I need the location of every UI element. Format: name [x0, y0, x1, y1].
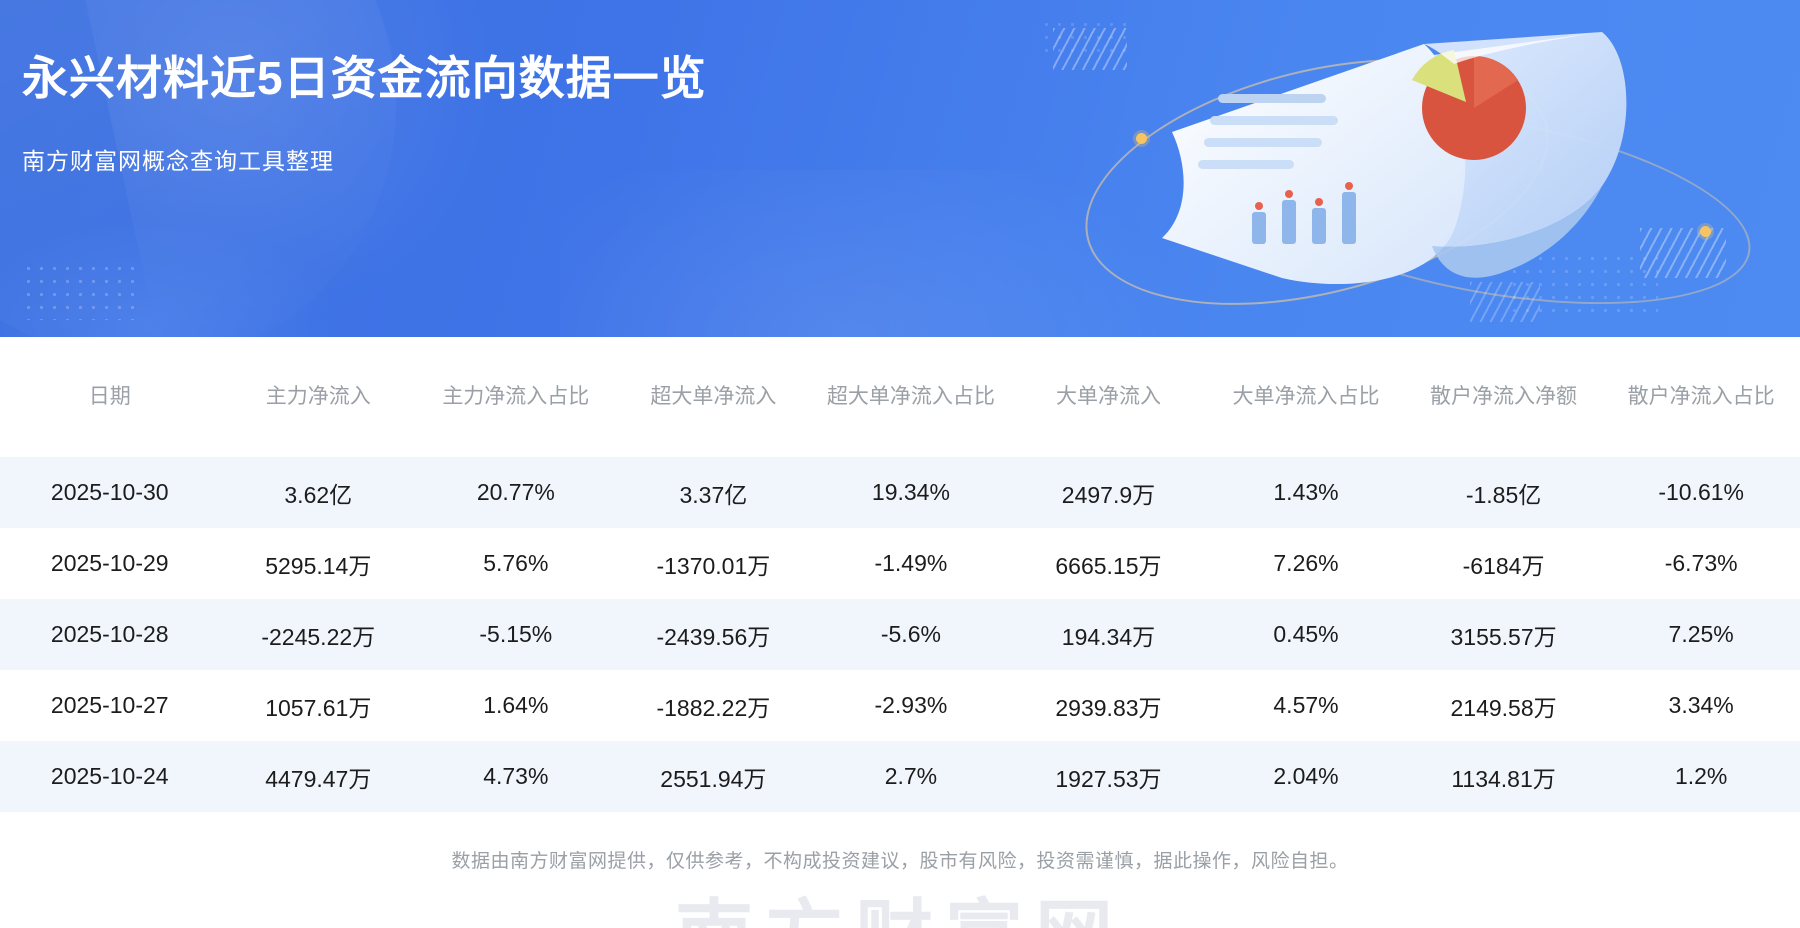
- disclaimer-note: 数据由南方财富网提供，仅供参考，不构成投资建议，股市有风险，投资需谨慎，据此操作…: [451, 851, 1349, 872]
- cell-large-net-inflow: 194.34万: [1009, 599, 1208, 670]
- table-header-row: 日期 主力净流入 主力净流入占比 超大单净流入 超大单净流入占比 大单净流入 大…: [0, 337, 1800, 457]
- column-header-retail-net-pct: 散户净流入占比: [1602, 337, 1800, 457]
- cell-main-net-inflow-pct: 5.76%: [417, 528, 615, 599]
- column-header-xl-net-inflow-pct: 超大单净流入占比: [812, 337, 1010, 457]
- column-header-large-net-inflow-pct: 大单净流入占比: [1207, 337, 1405, 457]
- cell-xl-net-inflow: 3.37亿: [614, 457, 813, 528]
- table-body: 2025-10-30 3.62亿 20.77% 3.37亿 19.34% 249…: [0, 457, 1800, 812]
- hatch-stripes-decoration-1: [1053, 28, 1127, 70]
- column-header-retail-net-amount: 散户净流入净额: [1404, 337, 1603, 457]
- cell-main-net-inflow: 1057.61万: [219, 670, 418, 741]
- cell-retail-net-pct: 7.25%: [1602, 599, 1800, 670]
- cell-retail-net-amount: -1.85亿: [1404, 457, 1603, 528]
- cell-date: 2025-10-27: [0, 670, 220, 741]
- cell-main-net-inflow: 4479.47万: [219, 741, 418, 812]
- cell-main-net-inflow-pct: 20.77%: [417, 457, 615, 528]
- column-header-date: 日期: [0, 337, 220, 457]
- table-row: 2025-10-27 1057.61万 1.64% -1882.22万 -2.9…: [0, 670, 1800, 741]
- watermark-cn: 南方财富网: [0, 897, 1800, 928]
- cell-large-net-inflow-pct: 0.45%: [1207, 599, 1405, 670]
- cell-large-net-inflow: 2497.9万: [1009, 457, 1208, 528]
- cell-xl-net-inflow-pct: 19.34%: [812, 457, 1010, 528]
- orbit-dot-decoration-1: [1136, 133, 1147, 144]
- cell-retail-net-amount: -6184万: [1404, 528, 1603, 599]
- cell-retail-net-amount: 1134.81万: [1404, 741, 1603, 812]
- column-header-large-net-inflow: 大单净流入: [1009, 337, 1208, 457]
- cell-retail-net-amount: 2149.58万: [1404, 670, 1603, 741]
- cell-retail-net-amount: 3155.57万: [1404, 599, 1603, 670]
- table-row: 2025-10-29 5295.14万 5.76% -1370.01万 -1.4…: [0, 528, 1800, 599]
- watermark: 南方财富网 Southmoney.com: [0, 897, 1800, 928]
- table-row: 2025-10-24 4479.47万 4.73% 2551.94万 2.7% …: [0, 741, 1800, 812]
- cell-retail-net-pct: -6.73%: [1602, 528, 1800, 599]
- hatch-stripes-decoration-2: [1640, 228, 1726, 278]
- table-row: 2025-10-28 -2245.22万 -5.15% -2439.56万 -5…: [0, 599, 1800, 670]
- cell-main-net-inflow: -2245.22万: [219, 599, 418, 670]
- cell-date: 2025-10-24: [0, 741, 220, 812]
- cell-large-net-inflow-pct: 2.04%: [1207, 741, 1405, 812]
- cell-retail-net-pct: 3.34%: [1602, 670, 1800, 741]
- cell-main-net-inflow-pct: 4.73%: [417, 741, 615, 812]
- fund-flow-table-section: 南方财富网 Southmoney.com 日期 主力净流入 主力净流入占比 超大…: [0, 337, 1800, 928]
- cell-date: 2025-10-28: [0, 599, 220, 670]
- page-subtitle: 南方财富网概念查询工具整理: [22, 148, 334, 174]
- cell-main-net-inflow: 3.62亿: [219, 457, 418, 528]
- cell-main-net-inflow-pct: -5.15%: [417, 599, 615, 670]
- cell-xl-net-inflow-pct: 2.7%: [812, 741, 1010, 812]
- dot-grid-decoration-top: [1040, 18, 1132, 62]
- cell-xl-net-inflow-pct: -5.6%: [812, 599, 1010, 670]
- cell-large-net-inflow-pct: 1.43%: [1207, 457, 1405, 528]
- cell-xl-net-inflow-pct: -2.93%: [812, 670, 1010, 741]
- cell-large-net-inflow: 6665.15万: [1009, 528, 1208, 599]
- page-title: 永兴材料近5日资金流向数据一览: [22, 52, 707, 104]
- column-header-main-net-inflow-pct: 主力净流入占比: [417, 337, 615, 457]
- table-header: 日期 主力净流入 主力净流入占比 超大单净流入 超大单净流入占比 大单净流入 大…: [0, 337, 1800, 457]
- cell-xl-net-inflow: -1882.22万: [614, 670, 813, 741]
- page-banner: 永兴材料近5日资金流向数据一览 南方财富网概念查询工具整理: [0, 0, 1800, 337]
- dot-grid-decoration-left: [22, 262, 142, 320]
- cell-large-net-inflow-pct: 4.57%: [1207, 670, 1405, 741]
- cell-large-net-inflow-pct: 7.26%: [1207, 528, 1405, 599]
- cell-large-net-inflow: 1927.53万: [1009, 741, 1208, 812]
- cell-xl-net-inflow-pct: -1.49%: [812, 528, 1010, 599]
- fund-flow-table: 日期 主力净流入 主力净流入占比 超大单净流入 超大单净流入占比 大单净流入 大…: [0, 337, 1800, 812]
- cell-xl-net-inflow: -2439.56万: [614, 599, 813, 670]
- table-row: 2025-10-30 3.62亿 20.77% 3.37亿 19.34% 249…: [0, 457, 1800, 528]
- cell-retail-net-pct: -10.61%: [1602, 457, 1800, 528]
- cell-xl-net-inflow: -1370.01万: [614, 528, 813, 599]
- orbit-dot-decoration-3: [1700, 226, 1711, 237]
- column-header-xl-net-inflow: 超大单净流入: [614, 337, 813, 457]
- cell-xl-net-inflow: 2551.94万: [614, 741, 813, 812]
- cell-date: 2025-10-29: [0, 528, 220, 599]
- cell-date: 2025-10-30: [0, 457, 220, 528]
- cell-main-net-inflow-pct: 1.64%: [417, 670, 615, 741]
- cell-main-net-inflow: 5295.14万: [219, 528, 418, 599]
- column-header-main-net-inflow: 主力净流入: [219, 337, 418, 457]
- cell-large-net-inflow: 2939.83万: [1009, 670, 1208, 741]
- report-document-piechart-illustration: [1132, 16, 1652, 296]
- banner-glow-decoration-3: [0, 210, 360, 337]
- cell-retail-net-pct: 1.2%: [1602, 741, 1800, 812]
